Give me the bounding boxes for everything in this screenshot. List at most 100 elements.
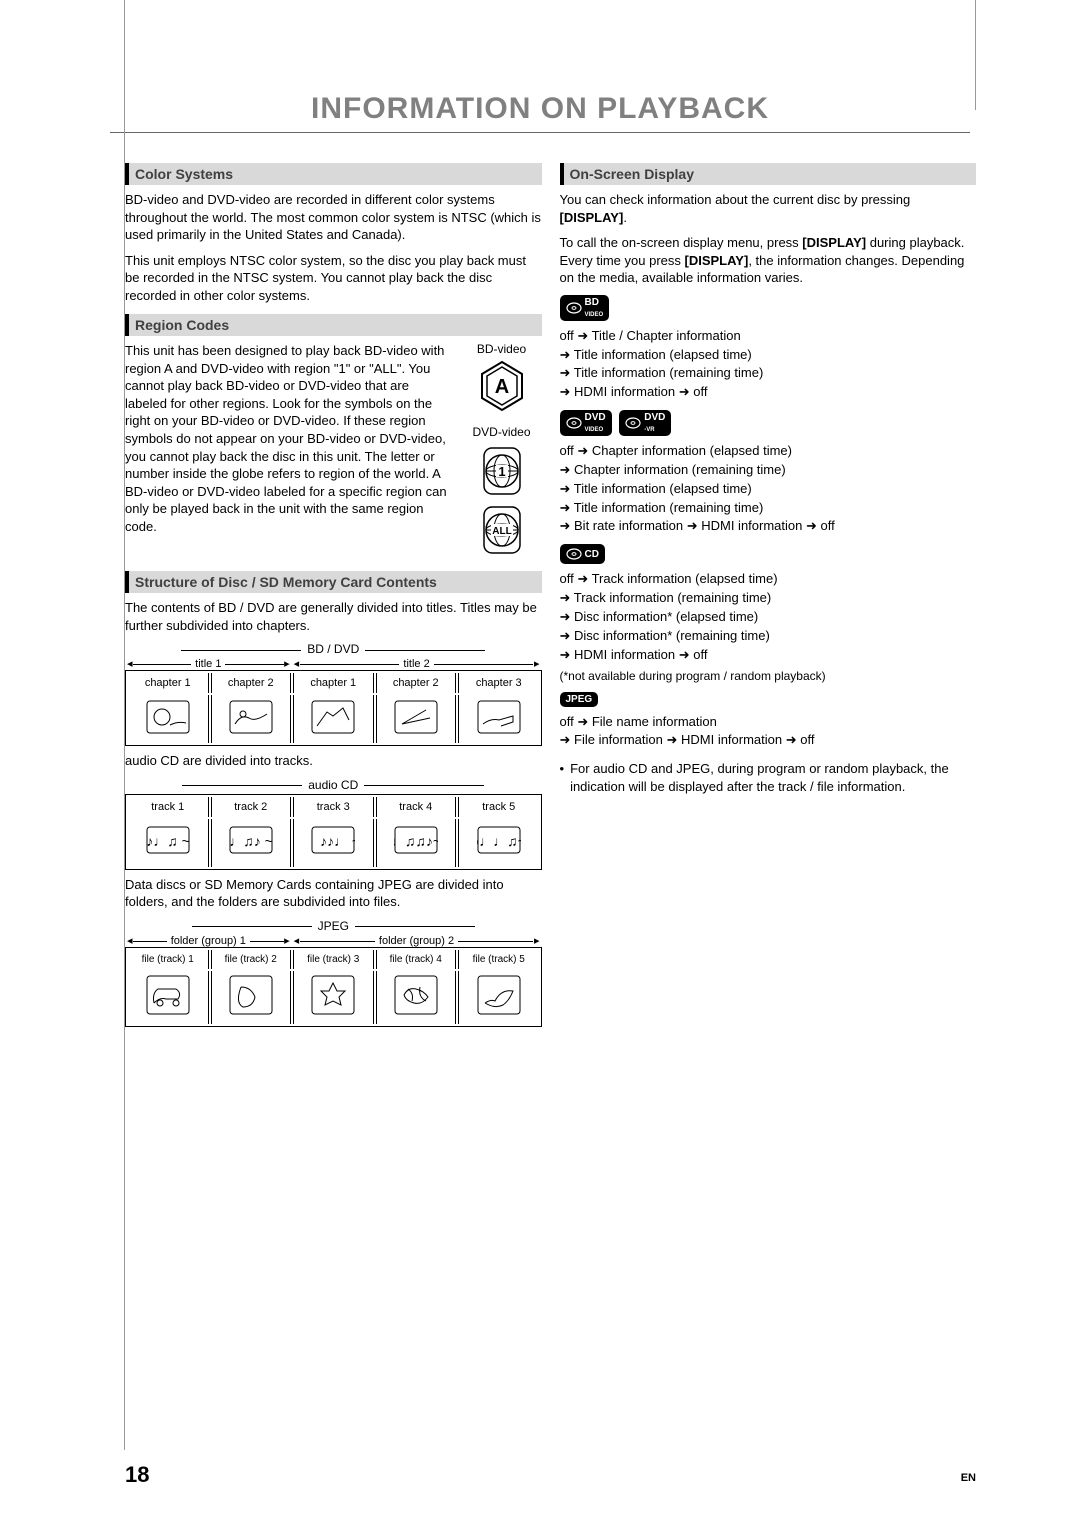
bd-video-label: BD-video [462, 342, 542, 356]
svg-text:♩♫♫♪~: ♩♫♫♪~ [394, 833, 438, 849]
jpeg-folder1: folder (group) 1 [167, 935, 250, 947]
jpeg-folder-row: folder (group) 1 ◂▸ folder (group) 2 ◂▸ [125, 935, 542, 947]
svg-text:♪♩♩♫~: ♪♩♩♫~ [477, 833, 521, 849]
chapter-thumb [128, 695, 209, 743]
osd-p2: To call the on-screen display menu, pres… [560, 234, 977, 287]
osd-note: • For audio CD and JPEG, during program … [560, 760, 977, 796]
osd-p1: You can check information about the curr… [560, 191, 977, 226]
left-column: Color Systems BD-video and DVD-video are… [125, 153, 542, 1033]
region-a-icon: A [479, 360, 525, 412]
track-thumb: ♪♩♩♫~ [458, 819, 539, 867]
bd-line: ➜ Title information (elapsed time) [560, 346, 977, 365]
jpeg-line: ➜ File information ➜ HDMI information ➜ … [560, 731, 977, 750]
cd-badge: CD [560, 544, 605, 564]
jpeg-line: off ➜ File name information [560, 713, 977, 732]
dvd-info-list: off ➜ Chapter information (elapsed time)… [560, 442, 977, 536]
content-columns: Color Systems BD-video and DVD-video are… [0, 133, 1080, 1033]
section-header-osd: On-Screen Display [560, 163, 977, 185]
osd-p2b: [DISPLAY] [802, 235, 866, 250]
file-cell: file (track) 5 [458, 950, 539, 969]
page-language: EN [961, 1472, 976, 1484]
svg-text:ALL: ALL [492, 526, 511, 537]
structure-p1: The contents of BD / DVD are generally d… [125, 599, 542, 634]
dvd-line: off ➜ Chapter information (elapsed time) [560, 442, 977, 461]
chapter-thumb [376, 695, 457, 743]
track-cell: track 3 [293, 797, 374, 817]
track-thumb: ♩♫♫♪~ [376, 819, 457, 867]
dvd-badge1-sub: VIDEO [585, 427, 604, 433]
bd-line: ➜ HDMI information ➜ off [560, 383, 977, 402]
bd-line: ➜ Title information (remaining time) [560, 364, 977, 383]
jpeg-badge: JPEG [560, 692, 599, 707]
file-thumb [458, 971, 539, 1024]
file-cell: file (track) 3 [293, 950, 374, 969]
dvd-line: ➜ Chapter information (remaining time) [560, 461, 977, 480]
cd-line: ➜ Disc information* (elapsed time) [560, 608, 977, 627]
file-cell: file (track) 4 [376, 950, 457, 969]
cd-line: off ➜ Track information (elapsed time) [560, 570, 977, 589]
cd-info-list: off ➜ Track information (elapsed time) ➜… [560, 570, 977, 664]
osd-p2d: [DISPLAY] [685, 253, 749, 268]
svg-text:A: A [494, 376, 508, 398]
dvd-badge2-sub: -VR [644, 427, 654, 433]
structure-p2: audio CD are divided into tracks. [125, 752, 542, 770]
disc-icon [625, 415, 641, 431]
cd-diagram: track 1 track 2 track 3 track 4 track 5 … [125, 794, 542, 870]
bddvd-title1: title 1 [191, 658, 225, 670]
chapter-cell: chapter 2 [376, 673, 457, 693]
cd-badge-row: CD [560, 544, 977, 564]
chapter-cell: chapter 2 [211, 673, 292, 693]
color-systems-p1: BD-video and DVD-video are recorded in d… [125, 191, 542, 244]
file-thumb [293, 971, 374, 1024]
bd-line: off ➜ Title / Chapter information [560, 327, 977, 346]
page-number: 18 [125, 1462, 149, 1488]
jpeg-badge-text: JPEG [566, 694, 593, 705]
chapter-thumb [293, 695, 374, 743]
track-cell: track 2 [211, 797, 292, 817]
jpeg-folder2: folder (group) 2 [375, 935, 458, 947]
jpeg-info-list: off ➜ File name information ➜ File infor… [560, 713, 977, 751]
dvd-badge-row: DVD VIDEO DVD-VR [560, 410, 977, 436]
disc-icon [566, 546, 582, 562]
track-cell: track 4 [376, 797, 457, 817]
osd-p1b: [DISPLAY] [560, 210, 624, 225]
svg-text:♩♪♪♩ ~: ♩♪♪♩ ~ [311, 833, 355, 849]
bddvd-title2: title 2 [399, 658, 433, 670]
bddvd-diagram: chapter 1 chapter 2 chapter 1 chapter 2 … [125, 670, 542, 746]
section-header-structure: Structure of Disc / SD Memory Card Conte… [125, 571, 542, 593]
structure-p3: Data discs or SD Memory Cards containing… [125, 876, 542, 911]
dvd-video-label: DVD-video [462, 425, 542, 439]
cd-line: ➜ Track information (remaining time) [560, 589, 977, 608]
cd-line: ➜ Disc information* (remaining time) [560, 627, 977, 646]
svg-text:1: 1 [498, 464, 505, 479]
bd-info-list: off ➜ Title / Chapter information ➜ Titl… [560, 327, 977, 402]
bd-badge-text: BD [585, 297, 599, 308]
chapter-thumb [458, 695, 539, 743]
file-thumb [211, 971, 292, 1024]
cd-badge-text: CD [585, 549, 599, 560]
page-left-rule [124, 0, 125, 1450]
file-thumb [376, 971, 457, 1024]
disc-icon [566, 300, 582, 316]
page-title: INFORMATION ON PLAYBACK [0, 0, 1080, 126]
file-thumb [128, 971, 209, 1024]
dvd-video-badge: DVD VIDEO [560, 410, 612, 436]
disc-icon [566, 415, 582, 431]
track-cell: track 1 [128, 797, 209, 817]
dvd-vr-badge: DVD-VR [619, 410, 671, 436]
right-column: On-Screen Display You can check informat… [560, 153, 977, 1033]
color-systems-p2: This unit employs NTSC color system, so … [125, 252, 542, 305]
globe-all-icon: ALL [479, 504, 525, 556]
cd-line: ➜ HDMI information ➜ off [560, 646, 977, 665]
osd-note-text: For audio CD and JPEG, during program or… [570, 760, 976, 796]
dvd-badge1-text: DVD [585, 412, 606, 423]
osd-p1a: You can check information about the curr… [560, 192, 911, 207]
bddvd-caption: BD / DVD [125, 642, 542, 656]
track-thumb: ♩♫♪ ~ [211, 819, 292, 867]
cd-caption: audio CD [125, 778, 542, 792]
section-header-region-codes: Region Codes [125, 314, 542, 336]
osd-p1c: . [623, 210, 627, 225]
cd-footnote: (*not available during program / random … [560, 669, 977, 683]
track-thumb: ♪♩♫ ~ [128, 819, 209, 867]
track-cell: track 5 [458, 797, 539, 817]
